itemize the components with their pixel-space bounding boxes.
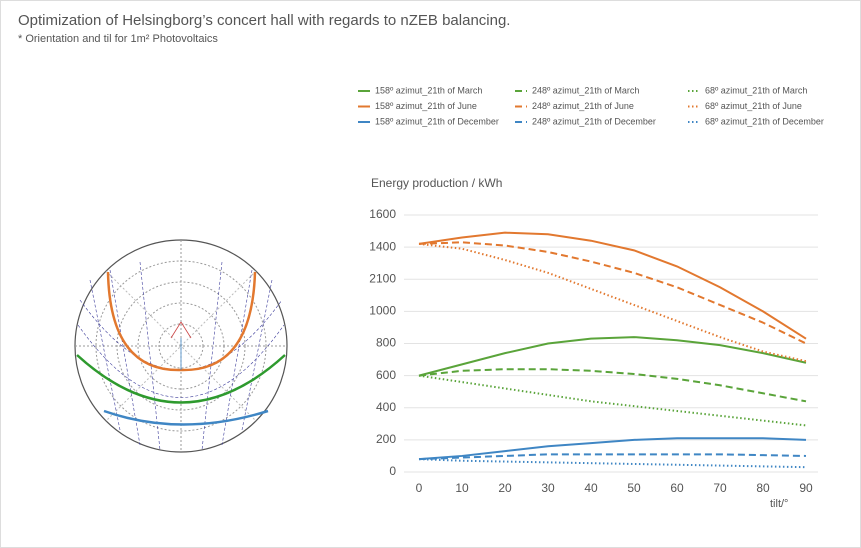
y-axis-label: Energy production / kWh: [371, 176, 502, 190]
legend-label: 248º azimut_21th of December: [532, 116, 656, 126]
x-tick-label: 40: [584, 481, 598, 495]
y-tick-label: 1600: [369, 207, 396, 221]
legend-label: 158º azimut_21th of March: [375, 85, 482, 95]
legend-label: 68º azimut_21th of June: [705, 101, 802, 111]
legend-label: 68º azimut_21th of March: [705, 85, 807, 95]
x-tick-label: 50: [627, 481, 641, 495]
legend-label: 158º azimut_21th of June: [375, 101, 477, 111]
chart-subtitle: * Orientation and til for 1m² Photovolta…: [18, 33, 218, 45]
chart-title: Optimization of Helsingborg’s concert ha…: [18, 12, 510, 29]
line: [418, 374, 807, 427]
x-tick-label: 80: [756, 481, 770, 495]
y-tick-label: 0: [389, 464, 396, 478]
x-tick-label: 90: [799, 481, 813, 495]
line: [418, 437, 807, 461]
line: [418, 231, 807, 340]
line: [418, 458, 807, 469]
line: [418, 242, 807, 363]
legend-label: 68º azimut_21th of December: [705, 116, 824, 126]
x-tick-label: 30: [541, 481, 555, 495]
line: [418, 241, 807, 345]
y-tick-label: 200: [376, 432, 396, 446]
x-tick-label: 20: [498, 481, 512, 495]
y-tick-label: 2100: [369, 271, 396, 285]
sun-path-diagram: [74, 239, 288, 453]
line: [418, 336, 807, 377]
x-tick-label: 70: [713, 481, 727, 495]
x-axis-label: tilt/°: [770, 498, 788, 510]
legend-label: 158º azimut_21th of December: [375, 116, 499, 126]
x-tick-label: 0: [416, 481, 423, 495]
y-tick-label: 600: [376, 368, 396, 382]
legend-label: 248º azimut_21th of March: [532, 85, 639, 95]
x-tick-label: 60: [670, 481, 684, 495]
y-tick-label: 1000: [369, 304, 396, 318]
line: [418, 453, 807, 461]
y-tick-label: 400: [376, 400, 396, 414]
line: [418, 368, 807, 403]
y-tick-label: 1400: [369, 239, 396, 253]
x-tick-label: 10: [455, 481, 469, 495]
y-tick-label: 800: [376, 336, 396, 350]
legend-label: 248º azimut_21th of June: [532, 101, 634, 111]
